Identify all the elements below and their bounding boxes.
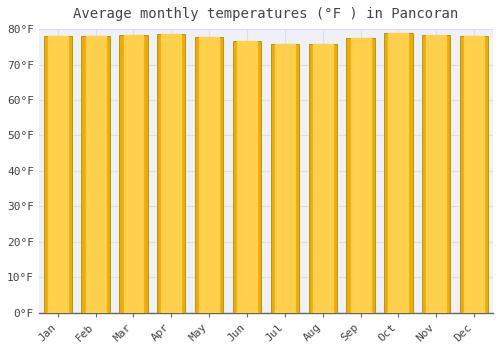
Bar <box>119 35 148 313</box>
Bar <box>350 38 370 313</box>
Bar <box>162 34 181 313</box>
Bar <box>82 36 110 313</box>
Bar <box>426 35 446 313</box>
Bar <box>157 34 186 313</box>
Bar <box>308 44 337 313</box>
Bar <box>422 35 450 313</box>
Bar <box>44 36 72 313</box>
Bar <box>195 37 224 313</box>
Bar <box>388 33 408 313</box>
Bar <box>313 44 332 313</box>
Bar <box>464 36 484 313</box>
Bar <box>346 38 375 313</box>
Bar <box>124 35 144 313</box>
Bar <box>86 36 105 313</box>
Bar <box>233 41 261 313</box>
Bar <box>48 36 68 313</box>
Title: Average monthly temperatures (°F ) in Pancoran: Average monthly temperatures (°F ) in Pa… <box>74 7 458 21</box>
Bar <box>460 36 488 313</box>
Bar <box>199 37 219 313</box>
Bar <box>275 44 295 313</box>
Bar <box>237 41 257 313</box>
Bar <box>270 44 299 313</box>
Bar <box>384 33 412 313</box>
